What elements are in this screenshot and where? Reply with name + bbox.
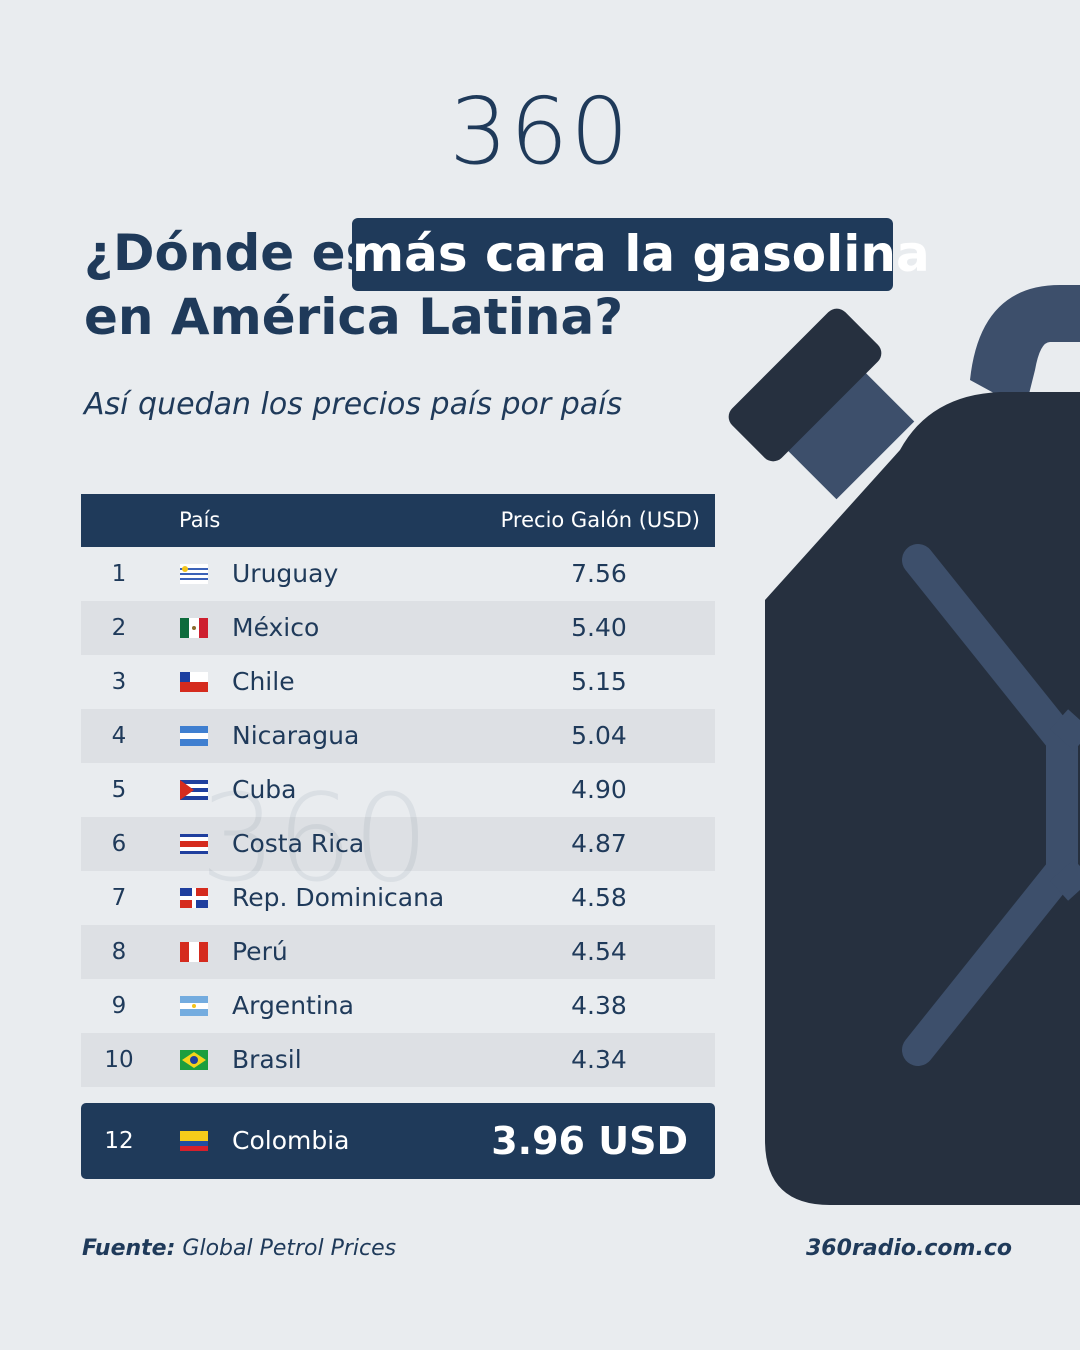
rank: 9: [111, 993, 127, 1019]
flag: [180, 888, 208, 908]
country: Argentina: [232, 991, 354, 1020]
country: México: [232, 613, 320, 642]
price: 3.96 USD: [491, 1119, 688, 1163]
table-row: 4 Nicaragua 5.04: [81, 709, 715, 763]
table-row: 7 Rep. Dominicana 4.58: [81, 871, 715, 925]
price: 5.15: [571, 667, 627, 696]
flag: [180, 996, 208, 1016]
website: 360radio.com.co: [806, 1236, 1012, 1261]
country: Nicaragua: [232, 721, 360, 750]
country: Cuba: [232, 775, 297, 804]
flag: [180, 726, 208, 746]
price: 4.58: [571, 883, 627, 912]
table-header: País Precio Galón (USD): [81, 494, 715, 547]
country: Brasil: [232, 1045, 302, 1074]
flag: [180, 564, 208, 584]
rank: 2: [111, 615, 127, 641]
price: 5.04: [571, 721, 627, 750]
country: Colombia: [232, 1126, 350, 1155]
column-header: País: [179, 508, 221, 532]
watermark: 360: [200, 770, 430, 909]
flag: [180, 834, 208, 854]
table-row: 9 Argentina 4.38: [81, 979, 715, 1033]
column-header: Precio Galón (USD): [500, 508, 700, 532]
table-row: 10 Brasil 4.34: [81, 1033, 715, 1087]
rank: 4: [111, 723, 127, 749]
country: Rep. Dominicana: [232, 883, 445, 912]
title-highlight: más cara la gasolina: [352, 218, 930, 291]
price: 5.40: [571, 613, 627, 642]
flag: [180, 780, 208, 800]
source-name: Global Petrol Prices: [182, 1236, 397, 1261]
price: 4.90: [571, 775, 627, 804]
price: 7.56: [571, 559, 627, 588]
rank: 1: [111, 561, 127, 587]
source: Fuente: Global Petrol Prices: [82, 1236, 396, 1261]
table-row: 6 Costa Rica 4.87: [81, 817, 715, 871]
flag: [180, 672, 208, 692]
rank: 7: [111, 885, 127, 911]
price: 4.38: [571, 991, 627, 1020]
rank: 6: [111, 831, 127, 857]
flag: [180, 1131, 208, 1151]
flag: [180, 942, 208, 962]
rank: 10: [104, 1047, 134, 1073]
rank: 3: [111, 669, 127, 695]
table-row: 3 Chile 5.15: [81, 655, 715, 709]
table-row: 5 Cuba 4.90: [81, 763, 715, 817]
country: Uruguay: [232, 559, 339, 588]
table-row: 1 Uruguay 7.56: [81, 547, 715, 601]
title: en América Latina?: [84, 288, 624, 346]
jerrycan-illustration: [728, 285, 1080, 1205]
country: Costa Rica: [232, 829, 365, 858]
rank: 8: [111, 939, 127, 965]
table-row: 8 Perú 4.54: [81, 925, 715, 979]
source-label: Fuente:: [82, 1236, 176, 1261]
price: 4.87: [571, 829, 627, 858]
flag: [180, 1050, 208, 1070]
highlight-row: 12 Colombia 3.96 USD: [81, 1103, 715, 1179]
table: País Precio Galón (USD) 1 Uruguay 7.56 2 Méx…: [81, 494, 715, 1087]
subtitle: Así quedan los precios país por país: [84, 387, 623, 422]
title: ¿Dónde es: [84, 224, 376, 282]
flag: [180, 618, 208, 638]
price: 4.34: [571, 1045, 627, 1074]
rank: 12: [104, 1128, 134, 1154]
price: 4.54: [571, 937, 627, 966]
logo: 360: [449, 78, 631, 185]
table-row: 2 México 5.40: [81, 601, 715, 655]
country: Perú: [232, 937, 288, 966]
country: Chile: [232, 667, 295, 696]
rank: 5: [111, 777, 127, 803]
